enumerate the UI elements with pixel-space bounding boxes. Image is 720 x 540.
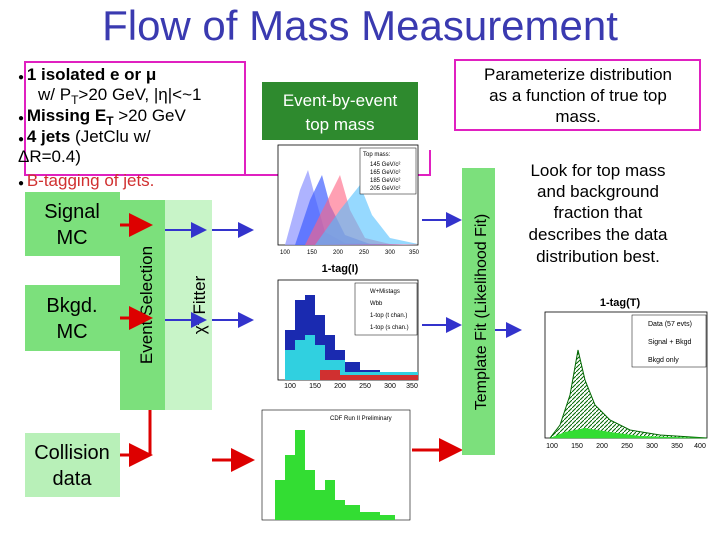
hist-shape [275,430,395,520]
line: w/ PT>20 GeV, |η|<~1 [37,85,201,107]
x-tick-label: 150 [307,250,318,256]
text: (JetClu w/ [70,127,151,146]
text: top mass [306,115,375,134]
text: T [71,93,79,107]
legend-box [359,147,417,195]
template-shape [315,185,418,245]
text: Event Selection [137,246,156,364]
x-tick-label: 250 [359,250,370,256]
fitter-label: χ2 Fitter [190,275,209,334]
legend-entry: 1-top (s chan.) [370,325,409,331]
legend-entry: Signal + Bkgd [648,339,691,346]
x-tick-label: 100 [280,250,291,256]
x-tick-label: 250 [359,383,371,390]
parameterize-box [454,59,701,131]
plot-note: CDF Run II Preliminary [330,416,392,422]
bkgd-shape [550,428,707,438]
text: describes the data [529,225,668,244]
x-tick-label: 200 [333,250,344,256]
x-tick-label: 350 [406,383,418,390]
x-tick-label: 100 [284,383,296,390]
text: Collision [34,442,110,464]
text: χ [190,325,209,334]
x-tick-label: 300 [646,443,658,450]
hist-shape [285,335,418,380]
x-tick-label: 100 [546,443,558,450]
text: 1 isolated e or μ [27,65,156,84]
bullet: ● 1 isolated e or μ [18,65,156,84]
text: and background [537,182,659,201]
data-plot: CDF Run II Preliminary [261,409,411,521]
look-for-text: Look for top mass and background fractio… [529,161,668,266]
text: B-tagging of jets. [27,171,155,190]
text: Missing E [27,106,106,125]
text: Parameterize distribution [484,65,672,84]
template-fit-box [462,168,495,455]
plot-title: 1-tag(T) [600,297,641,309]
hist-shape [320,370,418,380]
event-by-event-box [262,82,418,140]
slide-title: Flow of Mass Measurement [102,2,618,49]
legend-box [631,314,707,368]
x-tick-label: 200 [596,443,608,450]
text: distribution best. [536,247,660,266]
bullet: ● 4 jets (JetClu w/ [18,127,151,146]
text: Signal [44,201,100,223]
text: MC [56,227,87,249]
text: Event-by-event [283,91,398,110]
legend-entry: Bkgd only [648,357,679,364]
x-tick-label: 300 [384,383,396,390]
legend-title: Top mass: [363,152,391,158]
text: w/ P [37,85,71,104]
x-tick-label: 400 [694,443,706,450]
fit-shape [548,349,708,439]
fit-plot: 1-tag(I) W+Mistags Wbb 1-top (t chan.) 1… [277,263,419,390]
text: data [53,468,93,490]
legend-entry: 145 GeV/c² [370,162,400,168]
legend-box [354,282,418,336]
legend-entry: 185 GeV/c² [370,178,400,184]
x-tick-label: 200 [334,383,346,390]
collision-box [25,433,120,497]
text: >20 GeV [114,106,187,125]
legend-entry: W+Mistags [370,289,400,295]
selection-text: ● 1 isolated e or μ w/ PT>20 GeV, |η|<~1… [18,65,201,190]
x-tick-label: 150 [309,383,321,390]
plot-title: 1-tag(I) [322,263,359,275]
legend-entry: 165 GeV/c² [370,170,400,176]
text: Look for top mass [530,161,665,180]
legend-entry: 205 GeV/c² [370,186,400,192]
text: Bkgd. [46,295,97,317]
text: >20 GeV, |η|<~1 [78,85,201,104]
template-plot: Top mass: 145 GeV/c² 165 GeV/c² 185 GeV/… [277,144,420,256]
legend-entry: Data (57 evts) [648,321,692,328]
text: T [106,114,114,128]
text: MC [56,321,87,343]
text: Template Fit (Likelihood Fit) [473,214,490,411]
x-tick-label: 350 [409,250,420,256]
signal-box [25,192,120,256]
x-tick-label: 250 [621,443,633,450]
text: fraction that [554,203,643,222]
legend-entry: Wbb [370,301,383,307]
bullet: ● Missing ET >20 GeV [18,106,186,128]
text: as a function of true top [489,86,667,105]
x-tick-label: 150 [571,443,583,450]
x-tick-label: 350 [671,443,683,450]
x-tick-label: 300 [385,250,396,256]
text: mass. [555,107,600,126]
legend-entry: 1-top (t chan.) [370,313,407,319]
text: Fitter [190,275,209,319]
text: ΔR=0.4) [18,147,81,166]
result-plot: 1-tag(T) Data (57 evts) Signal + Bkgd Bk… [544,297,708,450]
text: 4 jets [27,127,70,146]
bkgd-box [25,285,120,351]
bullet: ● B-tagging of jets. [18,171,154,190]
